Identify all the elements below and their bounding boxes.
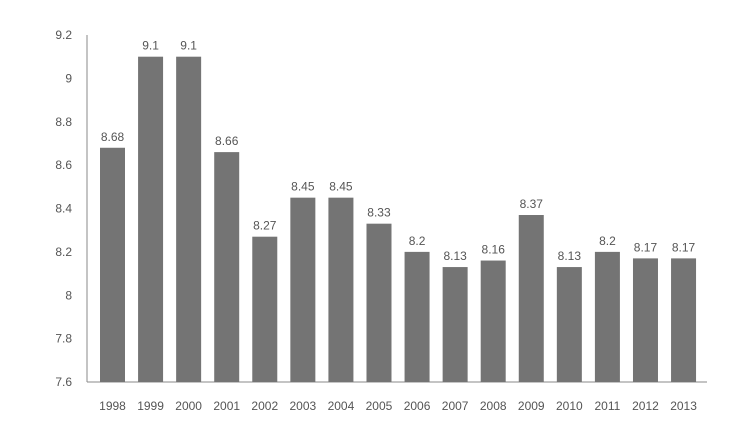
bars-group [100, 56, 697, 382]
value-label-2012: 8.17 [634, 240, 658, 254]
bar-2000 [176, 56, 202, 382]
bar-2010 [556, 267, 582, 382]
bar-2004 [328, 197, 354, 382]
x-tick-label-1998: 1998 [99, 399, 126, 413]
x-tick-label-2013: 2013 [670, 399, 697, 413]
bar-2006 [404, 251, 430, 382]
value-label-2009: 8.37 [520, 197, 544, 211]
bar-2008 [480, 260, 506, 382]
bar-1998 [100, 147, 125, 382]
bar-2011 [594, 251, 620, 382]
value-label-2007: 8.13 [443, 249, 467, 263]
x-tick-label-2007: 2007 [442, 399, 469, 413]
value-label-2000: 9.1 [180, 39, 197, 53]
value-label-2008: 8.16 [482, 243, 506, 257]
bar-2007 [442, 267, 468, 382]
y-tick-label: 8.2 [55, 245, 72, 259]
value-labels-group: 8.68 9.1 9.1 8.66 8.27 8.45 8.45 8.33 8.2 8.13 8.1… [101, 39, 696, 263]
x-tick-label-1999: 1999 [137, 399, 164, 413]
value-label-2003: 8.45 [291, 180, 315, 194]
value-label-2001: 8.66 [215, 134, 239, 148]
x-tick-label-2001: 2001 [213, 399, 240, 413]
y-tick-label: 7.6 [55, 375, 72, 389]
y-tick-label: 7.8 [55, 332, 72, 346]
x-tick-label-2010: 2010 [556, 399, 583, 413]
bar-2005 [366, 223, 392, 382]
x-tick-label-2012: 2012 [632, 399, 659, 413]
y-tick-label: 8 [65, 288, 72, 302]
value-label-1999: 9.1 [142, 39, 159, 53]
x-tick-label-2003: 2003 [289, 399, 316, 413]
y-tick-label: 8.4 [55, 202, 72, 216]
y-tick-label: 9.2 [55, 28, 72, 42]
x-tick-label-2009: 2009 [518, 399, 545, 413]
value-label-1998: 8.68 [101, 130, 125, 144]
y-tick-label: 8.8 [55, 115, 72, 129]
bar-2013 [671, 258, 697, 382]
bar-1999 [138, 56, 164, 382]
x-tick-label-2005: 2005 [366, 399, 393, 413]
bar-2003 [290, 197, 316, 382]
value-label-2011: 8.2 [599, 234, 616, 248]
x-tick-label-2002: 2002 [251, 399, 278, 413]
x-tick-label-2011: 2011 [595, 399, 621, 413]
y-axis-ticks: 7.6 7.8 8 8.2 8.4 8.6 8.8 9 9.2 [55, 28, 72, 389]
y-tick-label: 8.6 [55, 158, 72, 172]
x-tick-label-2008: 2008 [480, 399, 507, 413]
value-label-2006: 8.2 [409, 234, 426, 248]
bar-2002 [252, 236, 278, 382]
bar-2009 [518, 215, 544, 382]
bar-2012 [632, 258, 658, 382]
value-label-2002: 8.27 [253, 219, 277, 233]
x-tick-label-2006: 2006 [404, 399, 431, 413]
value-label-2004: 8.45 [329, 180, 353, 194]
x-tick-label-2000: 2000 [175, 399, 202, 413]
value-label-2005: 8.33 [367, 206, 391, 220]
bar-2001 [214, 152, 240, 382]
value-label-2013: 8.17 [672, 240, 696, 254]
x-axis-labels: 1998 1999 2000 2001 2002 2003 2004 2005 2006 2007… [99, 399, 697, 413]
x-tick-label-2004: 2004 [328, 399, 355, 413]
value-label-2010: 8.13 [558, 249, 582, 263]
y-tick-label: 9 [65, 71, 72, 85]
